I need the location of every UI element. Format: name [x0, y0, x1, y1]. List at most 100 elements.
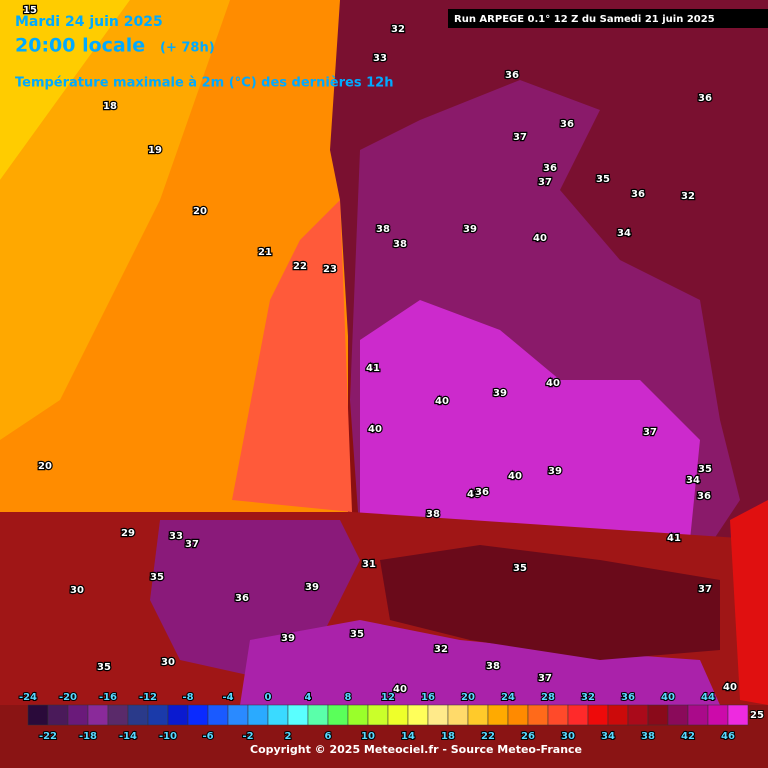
- scale-label-top: 16: [421, 692, 435, 703]
- temperature-label: 23: [323, 264, 337, 275]
- temperature-label: 30: [70, 585, 84, 596]
- scale-label-bottom: -22: [39, 731, 57, 742]
- scale-label-top: -24: [19, 692, 37, 703]
- temperature-label: 38: [393, 239, 407, 250]
- scale-label-bottom: 26: [521, 731, 535, 742]
- temperature-label: 34: [617, 228, 631, 239]
- temperature-label: 36: [631, 189, 645, 200]
- scale-label-top: 28: [541, 692, 555, 703]
- scale-swatch: [27, 704, 49, 726]
- scale-label-bottom: 34: [601, 731, 615, 742]
- scale-label-bottom: 46: [721, 731, 735, 742]
- temperature-label: 36: [235, 593, 249, 604]
- temperature-label: 39: [305, 582, 319, 593]
- scale-label-bottom: 10: [361, 731, 375, 742]
- copyright: Copyright © 2025 Meteociel.fr - Source M…: [250, 743, 582, 756]
- ocean-light: [0, 0, 230, 440]
- scale-swatch: [627, 704, 649, 726]
- scale-swatch: [567, 704, 589, 726]
- temperature-label: 39: [281, 633, 295, 644]
- temperature-label: 32: [434, 644, 448, 655]
- temperature-label: 22: [293, 261, 307, 272]
- temperature-label: 33: [373, 53, 387, 64]
- scale-label-bottom: 2: [285, 731, 292, 742]
- temperature-label: 15: [23, 5, 37, 16]
- scale-label-top: -4: [222, 692, 233, 703]
- temperature-label: 35: [150, 572, 164, 583]
- scale-swatch: [327, 704, 349, 726]
- scale-swatch: [307, 704, 329, 726]
- temperature-label: 37: [513, 132, 527, 143]
- lead-time: (+ 78h): [160, 41, 215, 56]
- temperature-label: 35: [698, 464, 712, 475]
- scale-swatch: [167, 704, 189, 726]
- temperature-label: 36: [697, 491, 711, 502]
- temperature-label: 32: [681, 191, 695, 202]
- temperature-label: 33: [169, 531, 183, 542]
- scale-swatch: [707, 704, 729, 726]
- scale-label-bottom: 18: [441, 731, 455, 742]
- scale-swatch: [427, 704, 449, 726]
- run-box: [448, 9, 768, 28]
- scale-swatch: [407, 704, 429, 726]
- scale-label-bottom: -14: [119, 731, 137, 742]
- scale-label-top: 40: [661, 692, 675, 703]
- temperature-label: 40: [723, 682, 737, 693]
- scale-swatch: [267, 704, 289, 726]
- temperature-label: 40: [546, 378, 560, 389]
- temperature-label: 31: [362, 559, 376, 570]
- scale-swatch: [187, 704, 209, 726]
- temperature-label: 38: [426, 509, 440, 520]
- temperature-label: 40: [368, 424, 382, 435]
- temperature-label: 41: [366, 363, 380, 374]
- scale-label-bottom: -2: [242, 731, 253, 742]
- temperature-label: 39: [463, 224, 477, 235]
- scale-label-bottom: 22: [481, 731, 495, 742]
- scale-label-top: 8: [345, 692, 352, 703]
- temperature-label: 37: [698, 584, 712, 595]
- scale-swatch: [607, 704, 629, 726]
- scale-swatch: [207, 704, 229, 726]
- temperature-label: 36: [698, 93, 712, 104]
- temperature-label: 36: [505, 70, 519, 81]
- temperature-label: 37: [538, 673, 552, 684]
- scale-label-top: -16: [99, 692, 117, 703]
- temperature-label: 37: [643, 427, 657, 438]
- scale-label-top: -20: [59, 692, 77, 703]
- scale-swatch: [347, 704, 369, 726]
- scale-label-bottom: -10: [159, 731, 177, 742]
- temperature-label: 40: [393, 684, 407, 695]
- temperature-label: 40: [508, 471, 522, 482]
- time: 20:00 locale: [15, 35, 145, 57]
- map-labels: 15 18 19 20 21 22 23 20 33 32 36 36 36 37 36 37 35 36 32 34…: [22, 4, 738, 697]
- scale-swatch: [287, 704, 309, 726]
- subtitle: Température maximale à 2m (°C) des derni…: [15, 76, 393, 91]
- temperature-label: 36: [560, 119, 574, 130]
- scale-swatch: [467, 704, 489, 726]
- temperature-label: 18: [103, 101, 117, 112]
- scale-label-bottom: 38: [641, 731, 655, 742]
- scale-swatch: [487, 704, 509, 726]
- scale-label-bottom: 6: [325, 731, 332, 742]
- temperature-label: 35: [350, 629, 364, 640]
- scale-swatch: [387, 704, 409, 726]
- temperature-label: 40: [467, 489, 481, 500]
- temperature-label: 36: [475, 487, 489, 498]
- scale-swatch: [447, 704, 469, 726]
- temperature-label: 40: [533, 233, 547, 244]
- scale-swatch: [47, 704, 69, 726]
- ocean-yellow: [0, 0, 130, 180]
- temperature-label: 19: [148, 145, 162, 156]
- temperature-label: 37: [185, 539, 199, 550]
- scale-label-top: -8: [182, 692, 193, 703]
- scale-label-bottom: 42: [681, 731, 695, 742]
- scale-label-bottom: 14: [401, 731, 415, 742]
- coastal-warm: [232, 200, 352, 512]
- scale-label-top: 36: [621, 692, 635, 703]
- scale-label-top: -12: [139, 692, 157, 703]
- temperature-label: 39: [548, 466, 562, 477]
- scale-swatch: [727, 704, 749, 726]
- scale-swatch: [107, 704, 129, 726]
- scale-swatch: [667, 704, 689, 726]
